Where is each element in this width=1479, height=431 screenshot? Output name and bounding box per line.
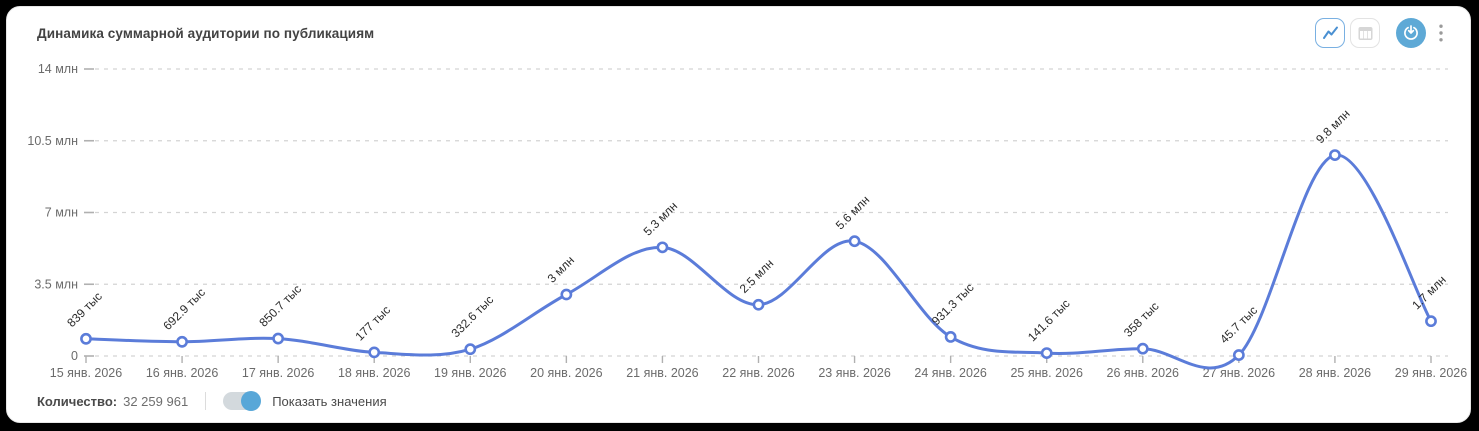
data-point[interactable] xyxy=(1329,149,1341,161)
x-axis-label: 22 янв. 2026 xyxy=(722,366,794,380)
x-axis-label: 25 янв. 2026 xyxy=(1010,366,1082,380)
data-point[interactable] xyxy=(1040,347,1053,359)
data-point-label: 839 тыс xyxy=(64,289,105,330)
count-value: 32 259 961 xyxy=(123,393,189,409)
data-point-label: 45.7 тыс xyxy=(1217,303,1260,346)
kebab-menu-button[interactable] xyxy=(1432,18,1450,48)
y-axis-label: 14 млн xyxy=(38,62,78,76)
x-axis-label: 28 янв. 2026 xyxy=(1299,366,1371,380)
data-point[interactable] xyxy=(752,298,765,311)
data-point[interactable] xyxy=(944,331,957,343)
data-point-label: 2.5 млн xyxy=(737,256,777,296)
data-point[interactable] xyxy=(272,332,285,345)
data-point[interactable] xyxy=(1425,315,1437,328)
data-point-label: 850.7 тыс xyxy=(256,282,304,330)
data-point-label: 5.6 млн xyxy=(833,193,873,233)
data-point[interactable] xyxy=(1232,349,1245,361)
table-icon xyxy=(1357,25,1374,42)
data-point-label: 931.3 тыс xyxy=(929,280,977,328)
x-axis-label: 16 янв. 2026 xyxy=(146,366,218,380)
kebab-menu-icon xyxy=(1439,24,1443,42)
data-point[interactable] xyxy=(176,335,188,348)
data-point-label: 358 тыс xyxy=(1121,299,1162,340)
x-axis-label: 26 янв. 2026 xyxy=(1107,366,1179,380)
series-line xyxy=(84,153,1433,370)
data-point[interactable] xyxy=(1136,342,1149,355)
data-point-label: 141.6 тыс xyxy=(1025,296,1073,344)
y-axis-label: 7 млн xyxy=(45,206,78,220)
data-point[interactable] xyxy=(464,343,477,356)
line-chart-view-button[interactable] xyxy=(1315,18,1345,48)
footer-divider xyxy=(205,392,207,410)
chart-title: Динамика суммарной аудитории по публикац… xyxy=(37,25,375,41)
chart-footer: Количество: 32 259 961 Показать значения xyxy=(7,380,1470,422)
data-point-label: 3 млн xyxy=(545,253,577,285)
data-point-label: 177 тыс xyxy=(352,303,393,344)
toggle-knob xyxy=(241,391,262,411)
power-export-icon xyxy=(1403,25,1419,41)
data-point-label: 692.9 тыс xyxy=(160,285,208,333)
y-axis-label: 3.5 млн xyxy=(34,277,78,291)
chart-canvas: 0 3.5 млн 7 млн 10.5 млн 14 млн 15 янв. 2026 1… xyxy=(27,62,1467,380)
data-point-label: 5.3 млн xyxy=(641,199,681,239)
show-values-label: Показать значения xyxy=(272,393,387,409)
chart-header: Динамика суммарной аудитории по публикац… xyxy=(7,7,1470,59)
x-axis-label: 17 янв. 2026 xyxy=(242,366,314,380)
chart-card: Динамика суммарной аудитории по публикац… xyxy=(6,6,1471,423)
x-axis-label: 18 янв. 2026 xyxy=(338,366,410,380)
x-axis-label: 27 янв. 2026 xyxy=(1203,366,1275,380)
x-axis-label: 19 янв. 2026 xyxy=(434,366,506,380)
y-axis-label: 0 xyxy=(71,349,78,363)
data-point[interactable] xyxy=(368,346,381,359)
x-axis-label: 15 янв. 2026 xyxy=(50,366,122,380)
export-button[interactable] xyxy=(1396,18,1426,48)
data-point-label: 332.6 тыс xyxy=(449,293,497,341)
table-view-button[interactable] xyxy=(1350,18,1380,48)
show-values-toggle[interactable] xyxy=(223,391,262,411)
x-axis-label: 20 янв. 2026 xyxy=(530,366,602,380)
data-point[interactable] xyxy=(848,235,861,248)
x-axis-label: 24 янв. 2026 xyxy=(914,366,986,380)
data-point[interactable] xyxy=(80,332,92,345)
x-axis-label: 23 янв. 2026 xyxy=(818,366,890,380)
line-chart: 0 3.5 млн 7 млн 10.5 млн 14 млн 15 янв. 2026 1… xyxy=(7,7,1470,422)
y-axis-label: 10.5 млн xyxy=(27,134,78,148)
data-point[interactable] xyxy=(560,288,573,301)
count-label: Количество: xyxy=(37,393,118,409)
x-axis-label: 21 янв. 2026 xyxy=(626,366,698,380)
data-point[interactable] xyxy=(656,241,669,254)
data-point-label: 1.7 млн xyxy=(1409,273,1449,313)
x-axis-label: 29 янв. 2026 xyxy=(1395,366,1467,380)
chart-controls xyxy=(1315,18,1450,48)
line-chart-icon xyxy=(1322,25,1339,42)
